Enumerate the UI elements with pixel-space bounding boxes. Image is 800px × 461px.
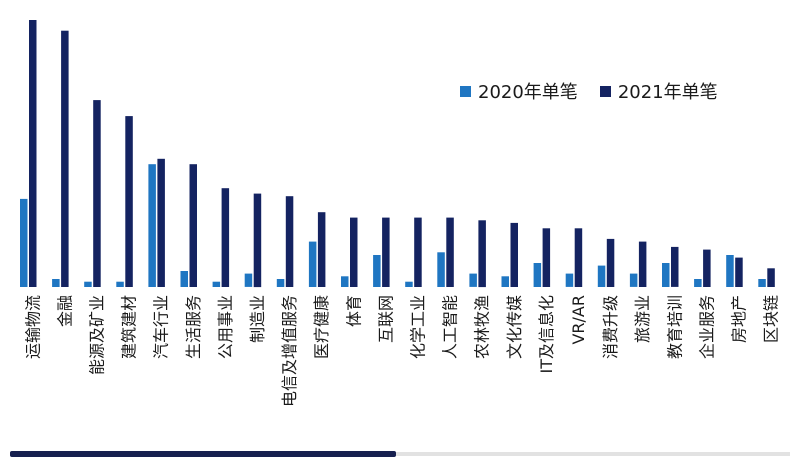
category-label-3: 建筑建材 bbox=[120, 295, 139, 359]
bar-2020-15 bbox=[501, 276, 509, 287]
category-label-11: 互联网 bbox=[376, 295, 395, 343]
bar-2021-4 bbox=[157, 158, 165, 287]
bar-2021-7 bbox=[253, 193, 262, 288]
category-label-16: IT及信息化 bbox=[537, 295, 556, 374]
legend-item-2021: 2021年单笔 bbox=[599, 78, 718, 104]
bar-2020-19 bbox=[629, 273, 638, 287]
bar-2020-0 bbox=[20, 198, 28, 287]
bar-2020-20 bbox=[662, 263, 670, 287]
scroll-thumb[interactable] bbox=[10, 451, 396, 457]
bar-2021-12 bbox=[414, 217, 422, 287]
category-label-19: 旅游业 bbox=[633, 295, 652, 343]
bar-2021-3 bbox=[125, 116, 133, 287]
bar-2021-13 bbox=[446, 217, 454, 287]
bar-2020-12 bbox=[405, 281, 413, 287]
bar-2020-1 bbox=[52, 279, 60, 287]
category-label-17: VR/AR bbox=[569, 295, 588, 345]
bar-2021-19 bbox=[638, 241, 647, 287]
bar-2020-23 bbox=[758, 279, 766, 287]
chart-legend: 2020年单笔 2021年单笔 bbox=[460, 78, 718, 104]
bar-2021-0 bbox=[29, 20, 37, 287]
category-label-6: 公用事业 bbox=[216, 295, 235, 359]
category-label-23: 区块链 bbox=[762, 295, 781, 343]
bar-2021-10 bbox=[350, 217, 358, 287]
legend-item-2020: 2020年单笔 bbox=[460, 78, 578, 104]
bar-2020-2 bbox=[84, 281, 92, 287]
category-label-22: 房地产 bbox=[730, 295, 749, 343]
bar-2021-14 bbox=[478, 220, 486, 288]
bar-2021-8 bbox=[285, 196, 294, 287]
category-label-12: 化学工业 bbox=[409, 295, 428, 359]
bar-2021-18 bbox=[606, 238, 615, 287]
category-label-1: 金融 bbox=[55, 295, 74, 327]
bar-2021-17 bbox=[574, 228, 583, 287]
bar-2020-11 bbox=[373, 255, 381, 287]
category-label-10: 体育 bbox=[344, 295, 363, 327]
legend-label-2020: 2020年单笔 bbox=[478, 82, 578, 103]
scroll-track[interactable] bbox=[10, 452, 790, 456]
legend-label-2021: 2021年单笔 bbox=[617, 82, 718, 103]
category-label-2: 能源及矿业 bbox=[88, 295, 107, 375]
bar-2021-22 bbox=[735, 257, 743, 287]
category-label-18: 消费升级 bbox=[601, 295, 620, 359]
bar-2020-18 bbox=[597, 265, 606, 287]
bar-2020-6 bbox=[212, 281, 221, 287]
category-label-9: 医疗健康 bbox=[312, 295, 331, 359]
bar-2021-2 bbox=[93, 100, 101, 287]
bar-2020-22 bbox=[726, 255, 734, 287]
bar-2020-9 bbox=[308, 241, 317, 287]
bar-2021-11 bbox=[382, 217, 390, 287]
category-label-21: 企业服务 bbox=[697, 295, 716, 359]
category-label-0: 运输物流 bbox=[23, 295, 42, 359]
legend-swatch-2020 bbox=[460, 85, 471, 97]
category-label-4: 汽车行业 bbox=[152, 295, 171, 359]
category-label-13: 人工智能 bbox=[441, 295, 460, 359]
bar-2020-3 bbox=[116, 281, 124, 287]
bar-2020-8 bbox=[276, 279, 285, 287]
bar-2021-15 bbox=[510, 222, 518, 287]
category-label-14: 农林牧渔 bbox=[473, 295, 492, 359]
bar-2021-21 bbox=[703, 249, 711, 287]
category-label-7: 制造业 bbox=[248, 295, 267, 343]
bar-2021-23 bbox=[767, 268, 775, 287]
bar-2020-5 bbox=[180, 271, 188, 287]
bar-2020-7 bbox=[244, 273, 253, 287]
bar-2020-14 bbox=[469, 273, 477, 287]
bar-2020-4 bbox=[148, 164, 156, 287]
bar-2020-13 bbox=[437, 252, 445, 287]
category-label-5: 生活服务 bbox=[184, 295, 203, 359]
bar-2020-16 bbox=[533, 263, 542, 287]
category-label-15: 文化传媒 bbox=[505, 295, 524, 359]
bar-2021-16 bbox=[542, 228, 551, 287]
legend-swatch-2021 bbox=[599, 85, 611, 97]
category-label-8: 电信及增值服务 bbox=[280, 295, 299, 407]
bar-2021-9 bbox=[317, 212, 326, 287]
bar-2021-1 bbox=[61, 30, 69, 287]
bar-2021-6 bbox=[221, 188, 230, 287]
bar-2020-21 bbox=[694, 279, 702, 287]
category-label-20: 教育培训 bbox=[665, 295, 684, 359]
bar-2021-5 bbox=[189, 164, 197, 287]
bar-2020-17 bbox=[565, 273, 574, 287]
bar-2021-20 bbox=[671, 246, 679, 287]
bar-2020-10 bbox=[341, 276, 349, 287]
